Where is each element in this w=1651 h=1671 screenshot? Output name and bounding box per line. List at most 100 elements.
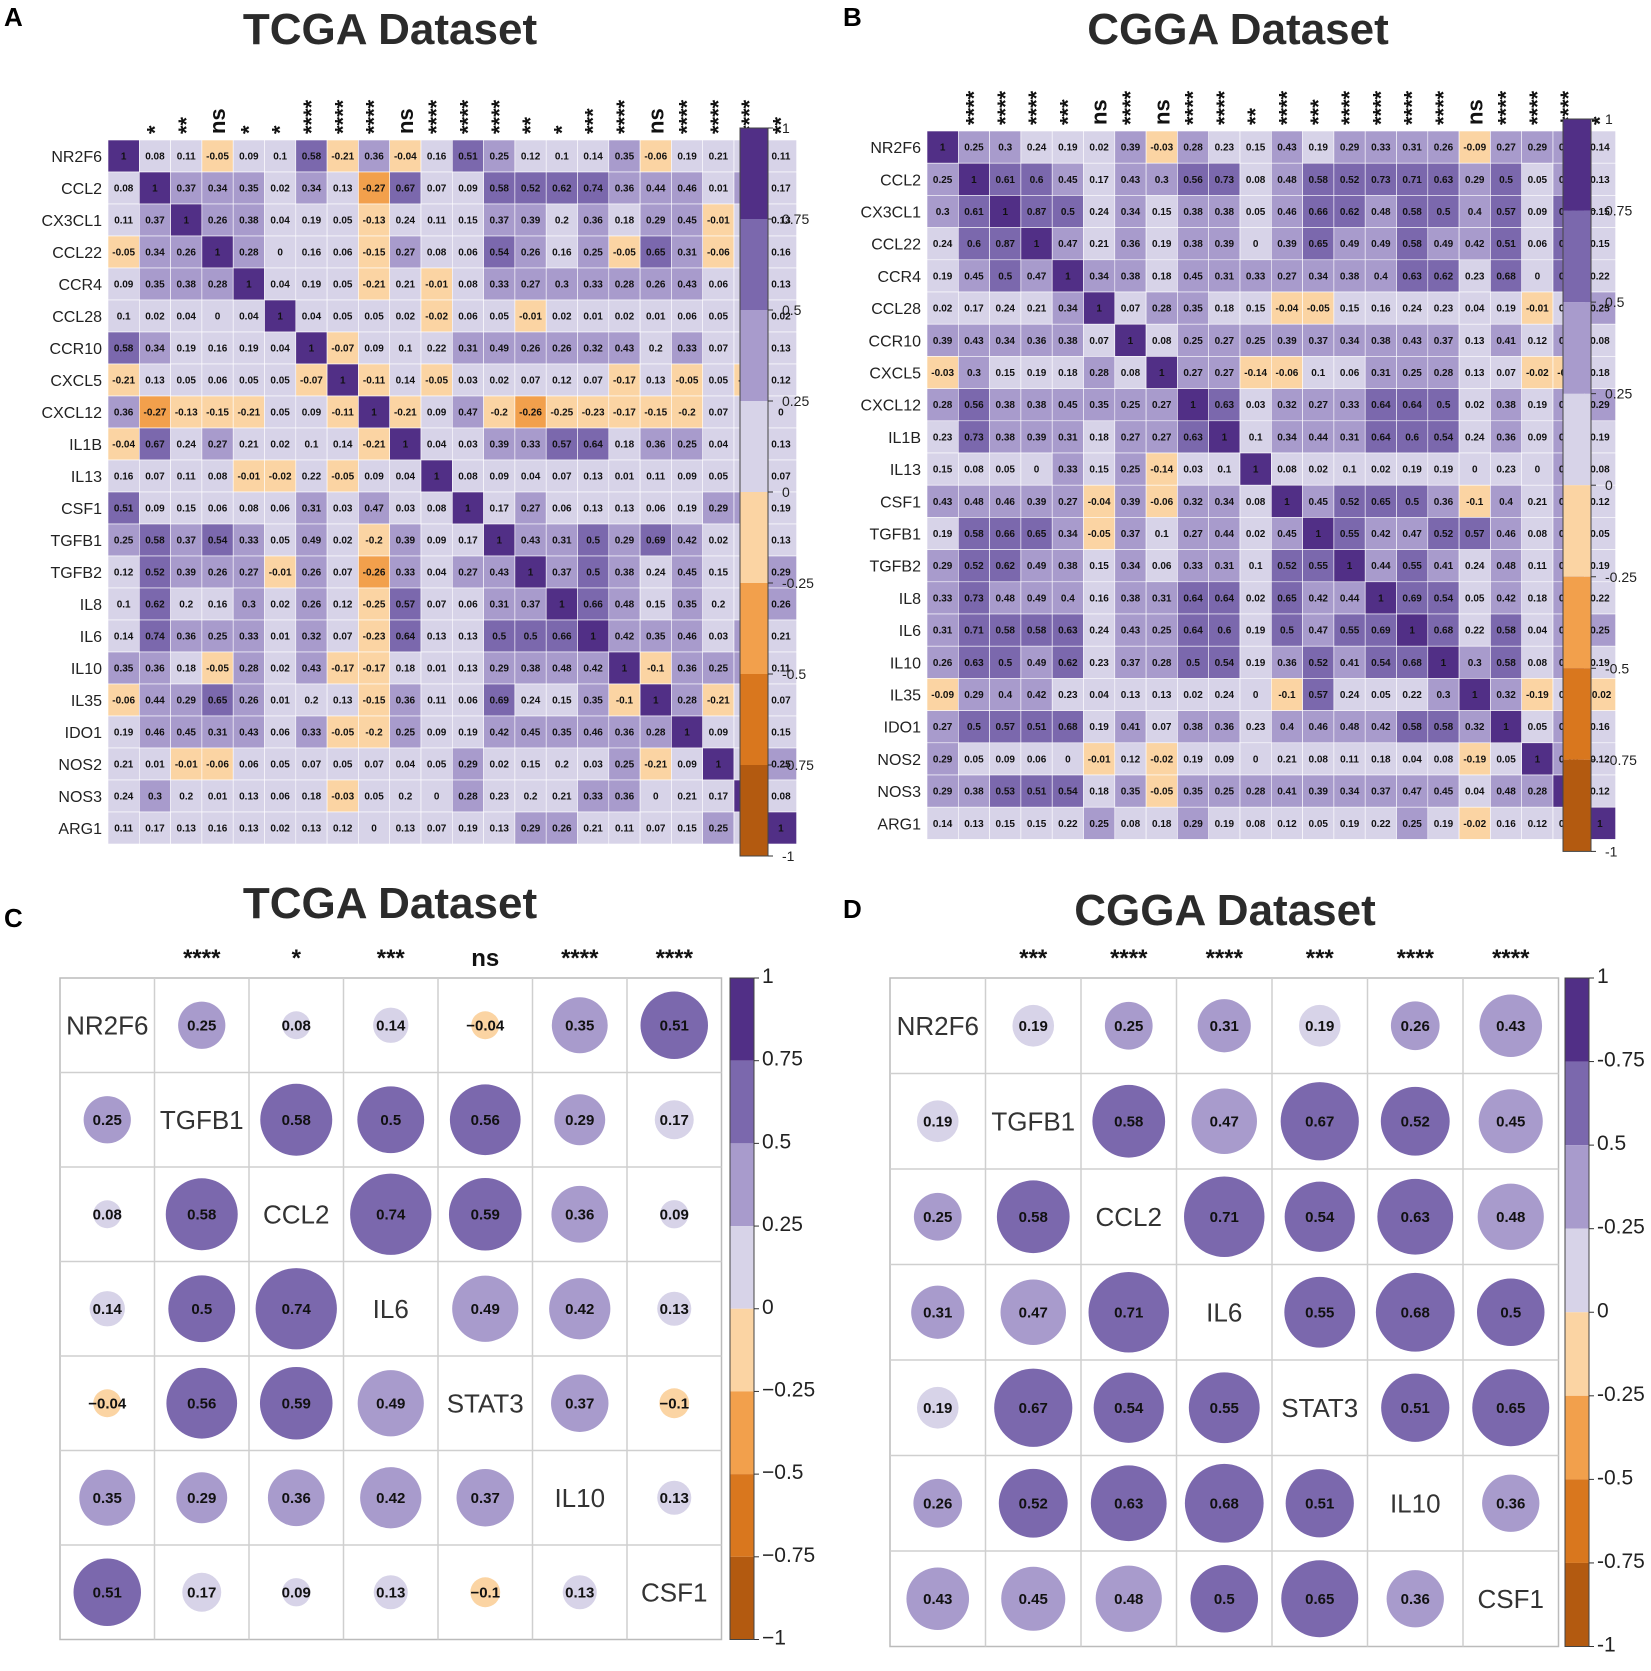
heatmap-cell bbox=[139, 523, 171, 557]
significance-label: **** bbox=[183, 945, 221, 972]
heatmap-cell-label: 0.49 bbox=[1371, 239, 1391, 250]
heatmap-cell-label: 0.39 bbox=[1215, 239, 1235, 250]
heatmap-cell bbox=[1396, 323, 1429, 357]
heatmap-cell-label: 0.31 bbox=[1215, 271, 1235, 282]
heatmap-cell bbox=[957, 549, 990, 583]
correlation-value: 0.19 bbox=[1305, 1018, 1334, 1035]
heatmap-cell bbox=[1396, 549, 1429, 583]
heatmap-cell-label: 0.38 bbox=[1215, 207, 1235, 218]
heatmap-cell-label: 0.46 bbox=[677, 184, 697, 195]
heatmap-cell-label: 0.35 bbox=[1121, 787, 1141, 798]
heatmap-cell bbox=[545, 299, 578, 333]
heatmap-cell bbox=[1490, 774, 1523, 808]
heatmap-cell bbox=[764, 267, 797, 301]
heatmap-cell-label: 0.56 bbox=[964, 400, 984, 411]
heatmap-cell bbox=[420, 427, 453, 461]
heatmap-cell bbox=[514, 747, 547, 781]
heatmap-cell-label: 0.02 bbox=[709, 536, 729, 547]
heatmap-cell bbox=[1145, 259, 1178, 293]
heatmap-cell bbox=[1364, 291, 1397, 325]
heatmap-cell bbox=[1396, 581, 1429, 615]
heatmap-cell bbox=[1333, 549, 1366, 583]
heatmap-cell-label: 0.66 bbox=[1309, 207, 1329, 218]
significance-label: **** bbox=[1368, 90, 1393, 125]
heatmap-cell-label: 0.18 bbox=[177, 664, 197, 675]
heatmap-cell bbox=[702, 555, 735, 589]
heatmap-cell bbox=[639, 491, 672, 525]
heatmap-cell-label: 0.19 bbox=[302, 216, 322, 227]
heatmap-cell bbox=[295, 395, 328, 429]
heatmap-cell-label: 0.1 bbox=[1311, 368, 1325, 379]
correlation-value: 0.47 bbox=[1210, 1113, 1239, 1130]
correlation-circle bbox=[373, 1007, 409, 1043]
heatmap-cell bbox=[608, 459, 641, 493]
heatmap-cell bbox=[639, 235, 672, 269]
heatmap-cell bbox=[545, 619, 578, 653]
correlation-value: 0.42 bbox=[376, 1490, 405, 1507]
heatmap-cell-label: -0.01 bbox=[425, 280, 448, 291]
heatmap-cell bbox=[295, 779, 328, 813]
heatmap-cell bbox=[358, 235, 390, 269]
heatmap-cell-label: 0.64 bbox=[583, 440, 603, 451]
heatmap-cell-label: 0.46 bbox=[583, 728, 603, 739]
heatmap-cell bbox=[608, 715, 641, 749]
correlation-value: 0.25 bbox=[187, 1017, 216, 1034]
heatmap-cell bbox=[1177, 806, 1210, 840]
heatmap-cell-label: 0.19 bbox=[1402, 465, 1422, 476]
heatmap-cell-label: 0.07 bbox=[427, 824, 447, 835]
heatmap-cell bbox=[1177, 420, 1210, 454]
heatmap-cell-label: 0.18 bbox=[302, 792, 322, 803]
heatmap-cell bbox=[1302, 806, 1335, 840]
heatmap-cell bbox=[608, 523, 641, 557]
correlation-value: 0.65 bbox=[1496, 1400, 1525, 1417]
heatmap-cell bbox=[1239, 581, 1272, 615]
heatmap-cell-label: 0.24 bbox=[114, 792, 134, 803]
heatmap-cell-label: 0.55 bbox=[1309, 561, 1329, 572]
heatmap-cell bbox=[358, 683, 390, 717]
heatmap-cell-label: 0.31 bbox=[1402, 143, 1422, 154]
heatmap-cell-label: 0.47 bbox=[1402, 787, 1422, 798]
heatmap-cell-label: 0.3 bbox=[1436, 690, 1450, 701]
heatmap-cell-label: 0.32 bbox=[302, 632, 322, 643]
heatmap-cell bbox=[514, 619, 547, 653]
heatmap-cell-label: -0.01 bbox=[269, 568, 292, 579]
heatmap-cell-label: 1 bbox=[1159, 368, 1165, 379]
heatmap-cell-label: 0.02 bbox=[1183, 690, 1203, 701]
heatmap-cell-label: 0.02 bbox=[615, 312, 635, 323]
heatmap-cell bbox=[451, 363, 484, 397]
heatmap-cell-label: 0.13 bbox=[333, 696, 353, 707]
heatmap-cell bbox=[1239, 678, 1272, 711]
heatmap-cell bbox=[201, 171, 234, 205]
correlation-circle bbox=[911, 1285, 965, 1339]
heatmap-cell-label: 0.57 bbox=[1309, 690, 1329, 701]
heatmap-cell bbox=[170, 747, 203, 781]
heatmap-cell-label: 0.1 bbox=[273, 152, 287, 163]
heatmap-cell-label: 0.34 bbox=[208, 184, 228, 195]
colorbar-band bbox=[740, 492, 768, 583]
heatmap-cell-label: 0.02 bbox=[270, 664, 290, 675]
heatmap-cell bbox=[201, 203, 234, 237]
heatmap-cell-label: 0.58 bbox=[490, 184, 510, 195]
heatmap-cell bbox=[1020, 420, 1053, 454]
heatmap-cell bbox=[1490, 388, 1523, 422]
heatmap-cell-label: 0.64 bbox=[1371, 432, 1391, 443]
heatmap-cell-label: 0.24 bbox=[933, 239, 953, 250]
heatmap-cell bbox=[1364, 774, 1397, 808]
heatmap-cell bbox=[1239, 484, 1272, 518]
heatmap-cell bbox=[139, 427, 171, 461]
heatmap-row-label: CX3CL1 bbox=[42, 213, 103, 230]
heatmap-cell bbox=[170, 235, 203, 269]
heatmap-cell bbox=[201, 747, 234, 781]
heatmap-cell-label: 0.34 bbox=[1215, 497, 1235, 508]
heatmap-row-label: CCL2 bbox=[61, 181, 102, 198]
heatmap-cell bbox=[389, 619, 422, 653]
heatmap-cell bbox=[232, 203, 265, 237]
heatmap-cell bbox=[1208, 323, 1241, 357]
heatmap-cell-label: 0.01 bbox=[145, 760, 165, 771]
correlation-value: 0.25 bbox=[1114, 1018, 1143, 1035]
significance-label: * bbox=[549, 125, 574, 134]
heatmap-cell-label: 0.16 bbox=[1371, 304, 1391, 315]
heatmap-cell bbox=[764, 683, 797, 717]
heatmap-cell-label: -0.17 bbox=[613, 408, 636, 419]
heatmap-cell bbox=[1083, 678, 1116, 711]
